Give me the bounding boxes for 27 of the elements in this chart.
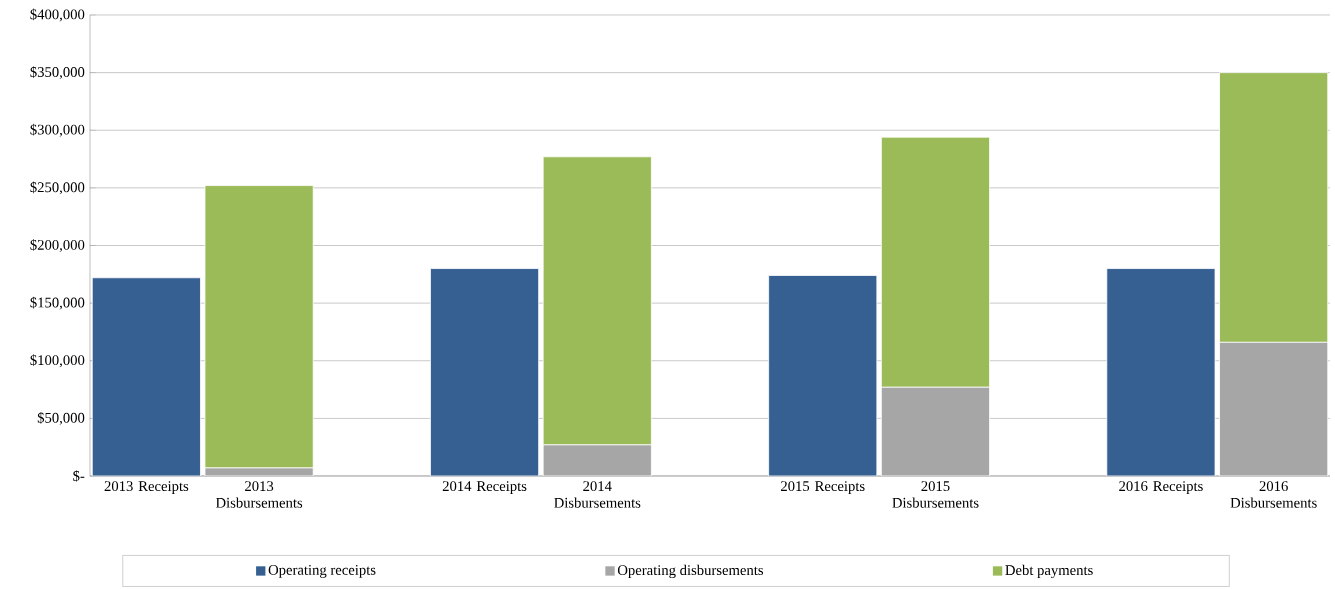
bar (542, 444, 652, 476)
y-tick-label: $50,000 (37, 411, 85, 425)
legend-label: Debt payments (1005, 564, 1093, 579)
x-tick-label: 2013 Disbursements (215, 481, 303, 508)
bar (430, 268, 540, 476)
y-tick-label: $250,000 (30, 181, 85, 195)
bar (768, 275, 878, 476)
bar (1219, 341, 1329, 476)
y-tick-label: $400,000 (30, 8, 85, 22)
x-tick-label: 2015 Receipts (781, 481, 865, 495)
bar (880, 386, 990, 476)
x-tick-label: 2014 Receipts (442, 481, 527, 495)
x-tick-label: 2014 Disbursements (554, 481, 641, 508)
x-tick-label: 2015 Disbursements (892, 481, 979, 508)
legend-label: Operating disbursements (617, 564, 764, 579)
bar (1106, 268, 1216, 476)
x-tick-label: 2016 Receipts (1119, 481, 1203, 495)
y-tick-label: $200,000 (30, 239, 85, 252)
x-tick-label: 2013 Receipts (104, 481, 189, 495)
y-tick-label: $150,000 (30, 296, 85, 310)
y-tick-label: $350,000 (30, 66, 85, 80)
bar (91, 277, 201, 476)
y-tick-label: $300,000 (30, 123, 85, 137)
x-tick-label: 2016 Disbursements (1230, 481, 1317, 508)
legend-label: Operating receipts (268, 565, 376, 578)
y-tick-label: $100,000 (30, 354, 85, 368)
y-tick-label: $- (73, 470, 85, 482)
